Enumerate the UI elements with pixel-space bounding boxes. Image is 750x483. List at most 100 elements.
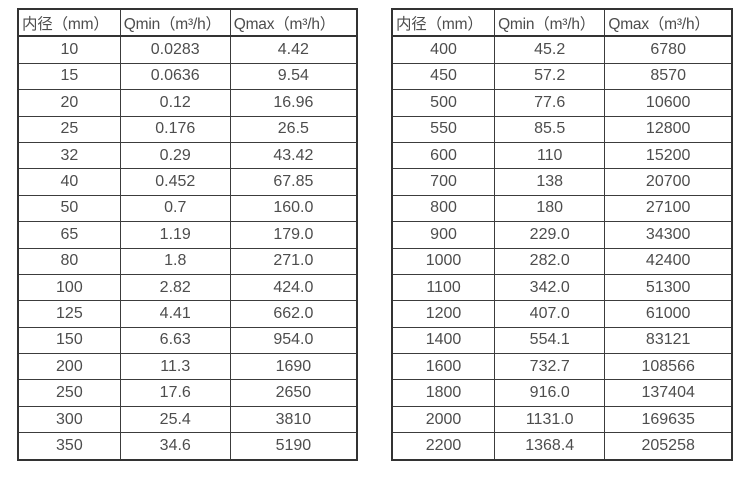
table-cell: 110: [494, 141, 606, 170]
table-cell: 2200: [391, 432, 496, 461]
table-cell: 160.0: [229, 194, 358, 223]
table-cell: 0.12: [119, 89, 231, 117]
table-cell: 229.0: [494, 221, 606, 249]
table-cell: 1000: [391, 247, 496, 275]
table-cell: 271.0: [229, 247, 358, 275]
table-cell: 600: [391, 141, 496, 170]
table-cell: 16.96: [229, 89, 358, 117]
flow-spec-table-large-diameters: 内径（mm） Qmin（m³/h） Qmax（m³/h） 400 45.2 6780 45…: [391, 8, 733, 461]
table-cell: 50: [17, 194, 121, 223]
table-cell: 65: [17, 221, 121, 249]
table-row: 10 0.0283 4.42: [17, 35, 358, 64]
table-cell: 1600: [391, 353, 496, 381]
table-cell: 61000: [604, 300, 733, 328]
table-cell: 0.452: [119, 168, 231, 196]
table-cell: 27100: [604, 194, 733, 223]
header-row: 内径（mm） Qmin（m³/h） Qmax（m³/h）: [17, 8, 358, 38]
table-cell: 3810: [229, 405, 358, 434]
table-cell: 1131.0: [494, 405, 606, 434]
table-row: 1600 732.7 108566: [391, 353, 733, 381]
table-cell: 40: [17, 168, 121, 196]
table-cell: 300: [17, 405, 121, 434]
table-row: 600 110 15200: [391, 141, 733, 170]
table-cell: 1400: [391, 326, 496, 355]
table-cell: 1200: [391, 300, 496, 328]
header-row: 内径（mm） Qmin（m³/h） Qmax（m³/h）: [391, 8, 733, 38]
table-cell: 0.0283: [119, 35, 231, 64]
table-cell: 2650: [229, 379, 358, 407]
column-header: 内径（mm）: [17, 8, 121, 38]
table-cell: 200: [17, 353, 121, 381]
table-row: 500 77.6 10600: [391, 89, 733, 117]
table-cell: 800: [391, 194, 496, 223]
table-cell: 205258: [604, 432, 733, 461]
table-cell: 342.0: [494, 273, 606, 302]
table-cell: 1.8: [119, 247, 231, 275]
table-cell: 15200: [604, 141, 733, 170]
table-row: 150 6.63 954.0: [17, 326, 358, 355]
table-cell: 450: [391, 62, 496, 91]
table-cell: 6780: [604, 35, 733, 64]
table-cell: 2.82: [119, 273, 231, 302]
table-cell: 80: [17, 247, 121, 275]
table-row: 25 0.176 26.5: [17, 115, 358, 143]
table-row: 40 0.452 67.85: [17, 168, 358, 196]
table-cell: 662.0: [229, 300, 358, 328]
table-cell: 11.3: [119, 353, 231, 381]
table-row: 50 0.7 160.0: [17, 194, 358, 223]
table-row: 1800 916.0 137404: [391, 379, 733, 407]
table-cell: 12800: [604, 115, 733, 143]
table-row: 350 34.6 5190: [17, 432, 358, 461]
column-header: Qmin（m³/h）: [494, 8, 606, 38]
table-cell: 954.0: [229, 326, 358, 355]
table-row: 125 4.41 662.0: [17, 300, 358, 328]
table-cell: 34300: [604, 221, 733, 249]
table-cell: 32: [17, 141, 121, 170]
table-cell: 4.41: [119, 300, 231, 328]
table-cell: 57.2: [494, 62, 606, 91]
table-row: 800 180 27100: [391, 194, 733, 223]
table-row: 2200 1368.4 205258: [391, 432, 733, 461]
table-body: 10 0.0283 4.42 15 0.0636 9.54 20 0.12 16.96 25 0.1…: [17, 35, 358, 461]
table-cell: 85.5: [494, 115, 606, 143]
table-row: 1400 554.1 83121: [391, 326, 733, 355]
table-cell: 45.2: [494, 35, 606, 64]
table-row: 1200 407.0 61000: [391, 300, 733, 328]
table-cell: 350: [17, 432, 121, 461]
table-cell: 8570: [604, 62, 733, 91]
table-cell: 43.42: [229, 141, 358, 170]
table-row: 700 138 20700: [391, 168, 733, 196]
table-cell: 2000: [391, 405, 496, 434]
table-cell: 180: [494, 194, 606, 223]
table-row: 550 85.5 12800: [391, 115, 733, 143]
table-cell: 150: [17, 326, 121, 355]
table-row: 2000 1131.0 169635: [391, 405, 733, 434]
table-cell: 20700: [604, 168, 733, 196]
table-cell: 100: [17, 273, 121, 302]
table-cell: 0.0636: [119, 62, 231, 91]
table-cell: 700: [391, 168, 496, 196]
table-cell: 10600: [604, 89, 733, 117]
table-cell: 0.176: [119, 115, 231, 143]
table-row: 100 2.82 424.0: [17, 273, 358, 302]
table-cell: 250: [17, 379, 121, 407]
table-cell: 4.42: [229, 35, 358, 64]
table-cell: 179.0: [229, 221, 358, 249]
table-cell: 25.4: [119, 405, 231, 434]
table-cell: 1.19: [119, 221, 231, 249]
table-cell: 0.7: [119, 194, 231, 223]
table-cell: 9.54: [229, 62, 358, 91]
table-cell: 5190: [229, 432, 358, 461]
table-row: 65 1.19 179.0: [17, 221, 358, 249]
table-row: 1000 282.0 42400: [391, 247, 733, 275]
table-cell: 1800: [391, 379, 496, 407]
table-cell: 407.0: [494, 300, 606, 328]
table-cell: 1100: [391, 273, 496, 302]
table-cell: 15: [17, 62, 121, 91]
table-row: 300 25.4 3810: [17, 405, 358, 434]
table-row: 400 45.2 6780: [391, 35, 733, 64]
table-cell: 282.0: [494, 247, 606, 275]
table-cell: 1368.4: [494, 432, 606, 461]
table-cell: 25: [17, 115, 121, 143]
